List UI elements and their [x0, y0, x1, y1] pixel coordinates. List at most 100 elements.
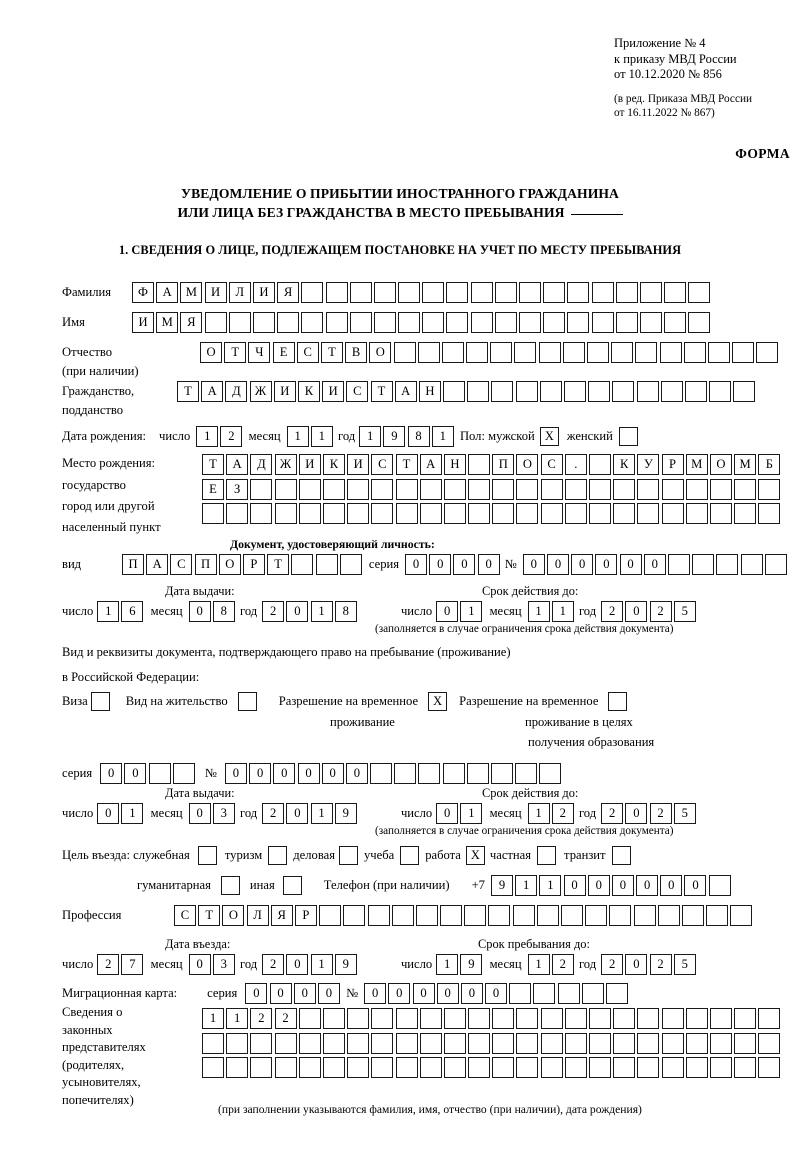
- char-cell[interactable]: [612, 381, 635, 402]
- char-cell[interactable]: 1: [527, 954, 550, 975]
- char-cell[interactable]: [661, 1057, 684, 1078]
- char-cell[interactable]: [274, 478, 297, 500]
- char-cell[interactable]: [298, 1057, 321, 1078]
- char-cell[interactable]: [488, 905, 511, 926]
- char-cell[interactable]: [226, 1057, 249, 1078]
- char-cell[interactable]: 0: [245, 983, 268, 1004]
- char-cell[interactable]: [588, 381, 611, 402]
- char-cell[interactable]: [250, 1057, 273, 1078]
- char-cell[interactable]: С: [371, 454, 394, 475]
- char-cell[interactable]: [562, 342, 585, 363]
- char-cell[interactable]: [419, 1057, 442, 1078]
- char-cell[interactable]: О: [709, 454, 732, 475]
- char-cell[interactable]: [613, 1008, 636, 1029]
- char-cell[interactable]: [661, 478, 684, 500]
- char-cell[interactable]: 1: [460, 601, 483, 622]
- char-cell[interactable]: [419, 1032, 442, 1054]
- char-cell[interactable]: А: [394, 381, 417, 402]
- char-cell[interactable]: [274, 503, 297, 524]
- char-cell[interactable]: 1: [196, 426, 219, 447]
- char-cell[interactable]: [148, 763, 171, 784]
- char-cell[interactable]: [740, 554, 763, 575]
- char-cell[interactable]: [349, 312, 372, 333]
- char-cell[interactable]: [446, 282, 469, 303]
- char-cell[interactable]: 2: [97, 954, 120, 975]
- char-cell[interactable]: [564, 503, 587, 524]
- char-cell[interactable]: 0: [317, 983, 340, 1004]
- char-cell[interactable]: [443, 1032, 466, 1054]
- char-cell[interactable]: [301, 282, 324, 303]
- char-cell[interactable]: [419, 503, 442, 524]
- char-cell[interactable]: 7: [121, 954, 144, 975]
- char-cell[interactable]: 0: [100, 763, 123, 784]
- char-cell[interactable]: [322, 1008, 345, 1029]
- char-cell[interactable]: 1: [527, 803, 550, 824]
- char-cell[interactable]: 2: [601, 601, 624, 622]
- char-cell[interactable]: [371, 1032, 394, 1054]
- char-cell[interactable]: [415, 905, 438, 926]
- char-cell[interactable]: 0: [188, 803, 211, 824]
- char-cell[interactable]: П: [492, 454, 515, 475]
- char-cell[interactable]: А: [201, 381, 224, 402]
- char-cell[interactable]: [492, 478, 515, 500]
- char-cell[interactable]: [470, 282, 493, 303]
- char-cell[interactable]: [343, 905, 366, 926]
- char-cell[interactable]: 5: [673, 954, 696, 975]
- char-cell[interactable]: [567, 282, 590, 303]
- char-cell[interactable]: И: [322, 381, 345, 402]
- char-cell[interactable]: [466, 342, 489, 363]
- char-cell[interactable]: 8: [334, 601, 357, 622]
- char-cell[interactable]: [419, 1008, 442, 1029]
- char-cell[interactable]: [664, 282, 687, 303]
- char-cell[interactable]: [419, 478, 442, 500]
- purpose-transit-checkbox[interactable]: [611, 846, 631, 865]
- char-cell[interactable]: Р: [294, 905, 317, 926]
- char-cell[interactable]: [516, 503, 539, 524]
- char-cell[interactable]: [564, 478, 587, 500]
- char-cell[interactable]: [637, 503, 660, 524]
- char-cell[interactable]: [733, 381, 756, 402]
- char-cell[interactable]: 0: [249, 763, 272, 784]
- char-cell[interactable]: [664, 312, 687, 333]
- char-cell[interactable]: [422, 282, 445, 303]
- char-cell[interactable]: 1: [97, 601, 120, 622]
- char-cell[interactable]: 8: [212, 601, 235, 622]
- char-cell[interactable]: [613, 1057, 636, 1078]
- char-cell[interactable]: О: [200, 342, 222, 363]
- char-cell[interactable]: [466, 763, 489, 784]
- char-cell[interactable]: [509, 983, 532, 1004]
- char-cell[interactable]: 0: [485, 983, 508, 1004]
- char-cell[interactable]: 2: [601, 803, 624, 824]
- char-cell[interactable]: [277, 312, 300, 333]
- char-cell[interactable]: 1: [310, 601, 333, 622]
- char-cell[interactable]: Ч: [248, 342, 271, 363]
- char-cell[interactable]: Т: [177, 381, 199, 402]
- char-cell[interactable]: [564, 381, 586, 402]
- char-cell[interactable]: 2: [601, 954, 624, 975]
- char-cell[interactable]: Т: [224, 342, 247, 363]
- char-cell[interactable]: Р: [242, 554, 265, 575]
- char-cell[interactable]: [319, 905, 342, 926]
- char-cell[interactable]: М: [685, 454, 708, 475]
- char-cell[interactable]: С: [296, 342, 319, 363]
- char-cell[interactable]: [637, 1032, 660, 1054]
- char-cell[interactable]: 1: [310, 426, 333, 447]
- char-cell[interactable]: [322, 478, 345, 500]
- char-cell[interactable]: [581, 983, 604, 1004]
- char-cell[interactable]: [394, 763, 417, 784]
- char-cell[interactable]: [609, 905, 632, 926]
- char-cell[interactable]: [639, 312, 662, 333]
- char-cell[interactable]: [589, 503, 611, 524]
- char-cell[interactable]: [613, 478, 636, 500]
- char-cell[interactable]: Л: [246, 905, 269, 926]
- char-cell[interactable]: [422, 312, 445, 333]
